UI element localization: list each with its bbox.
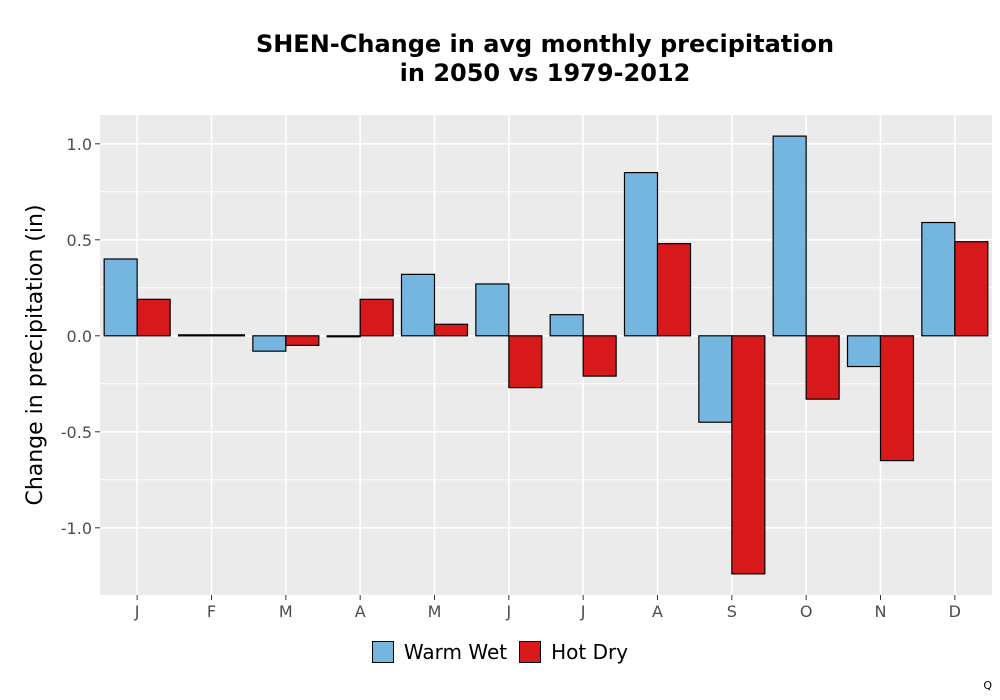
chart-title-line2: in 2050 vs 1979-2012 bbox=[399, 59, 691, 87]
bar-warm-wet-6 bbox=[549, 314, 584, 337]
bar-hot-dry-5 bbox=[508, 335, 543, 389]
bar-warm-wet-7 bbox=[623, 172, 659, 337]
bar-warm-wet-8 bbox=[698, 335, 733, 423]
bar-hot-dry-8 bbox=[731, 335, 766, 575]
bar-hot-dry-3 bbox=[359, 298, 394, 337]
legend-label-hot-dry: Hot Dry bbox=[551, 640, 629, 664]
x-tick-label: A bbox=[355, 602, 366, 621]
y-axis-label: Change in precipitation (in) bbox=[23, 204, 48, 505]
y-tick-label: 0.0 bbox=[67, 327, 92, 346]
x-tick-label: J bbox=[505, 602, 511, 621]
bar-warm-wet-10 bbox=[846, 335, 882, 368]
bar-hot-dry-4 bbox=[433, 323, 469, 337]
x-tick-label: J bbox=[134, 602, 140, 621]
y-tick-label: -0.5 bbox=[61, 423, 92, 442]
x-tick-label: D bbox=[949, 602, 961, 621]
bar-warm-wet-9 bbox=[772, 135, 807, 337]
bar-hot-dry-10 bbox=[879, 335, 915, 462]
bar-warm-wet-3 bbox=[326, 335, 361, 338]
legend-swatch-warm-wet bbox=[371, 641, 394, 663]
bar-warm-wet-0 bbox=[103, 258, 138, 337]
y-tick-label: -1.0 bbox=[61, 519, 92, 538]
chart-title: SHEN-Change in avg monthly precipitation… bbox=[100, 30, 990, 88]
bar-warm-wet-11 bbox=[921, 221, 956, 337]
x-tick-label: M bbox=[428, 602, 442, 621]
x-tick-label: A bbox=[652, 602, 663, 621]
bar-warm-wet-1 bbox=[177, 334, 213, 337]
legend: Warm Wet Hot Dry bbox=[0, 640, 1000, 664]
legend-label-warm-wet: Warm Wet bbox=[403, 640, 508, 664]
y-tick-label: 0.5 bbox=[67, 231, 92, 250]
x-tick-label: N bbox=[875, 602, 887, 621]
bars bbox=[103, 135, 989, 575]
bar-hot-dry-9 bbox=[805, 335, 840, 400]
x-tick-label: F bbox=[207, 602, 216, 621]
legend-swatch-hot-dry bbox=[519, 641, 542, 663]
bar-hot-dry-6 bbox=[582, 335, 617, 377]
x-tick-label: J bbox=[580, 602, 586, 621]
bar-hot-dry-2 bbox=[285, 335, 320, 346]
corner-mark: Q bbox=[983, 679, 992, 692]
bar-hot-dry-11 bbox=[954, 241, 989, 337]
plot-panel bbox=[100, 115, 992, 595]
legend-item-hot-dry: Hot Dry bbox=[519, 640, 628, 664]
bar-warm-wet-4 bbox=[400, 273, 436, 337]
x-tick-label: S bbox=[727, 602, 737, 621]
chart-title-line1: SHEN-Change in avg monthly precipitation bbox=[255, 30, 835, 58]
x-tick-label: O bbox=[800, 602, 813, 621]
axes: 1.0 0.5 0.0 -0.5 -1.0 J F M A M J J A S O N D bbox=[61, 135, 961, 621]
bar-warm-wet-2 bbox=[252, 335, 287, 352]
bar-hot-dry-0 bbox=[136, 298, 171, 337]
legend-item-warm-wet: Warm Wet bbox=[371, 640, 508, 664]
bar-warm-wet-5 bbox=[475, 283, 510, 337]
bar-hot-dry-7 bbox=[656, 243, 692, 337]
y-tick-label: 1.0 bbox=[67, 135, 92, 154]
bar-hot-dry-1 bbox=[210, 334, 246, 337]
x-tick-label: M bbox=[279, 602, 293, 621]
